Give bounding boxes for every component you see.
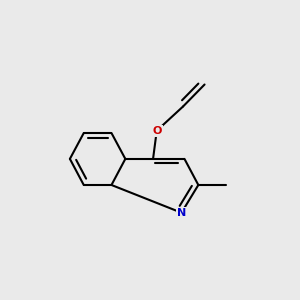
Text: O: O: [152, 126, 161, 136]
Text: N: N: [177, 208, 186, 218]
